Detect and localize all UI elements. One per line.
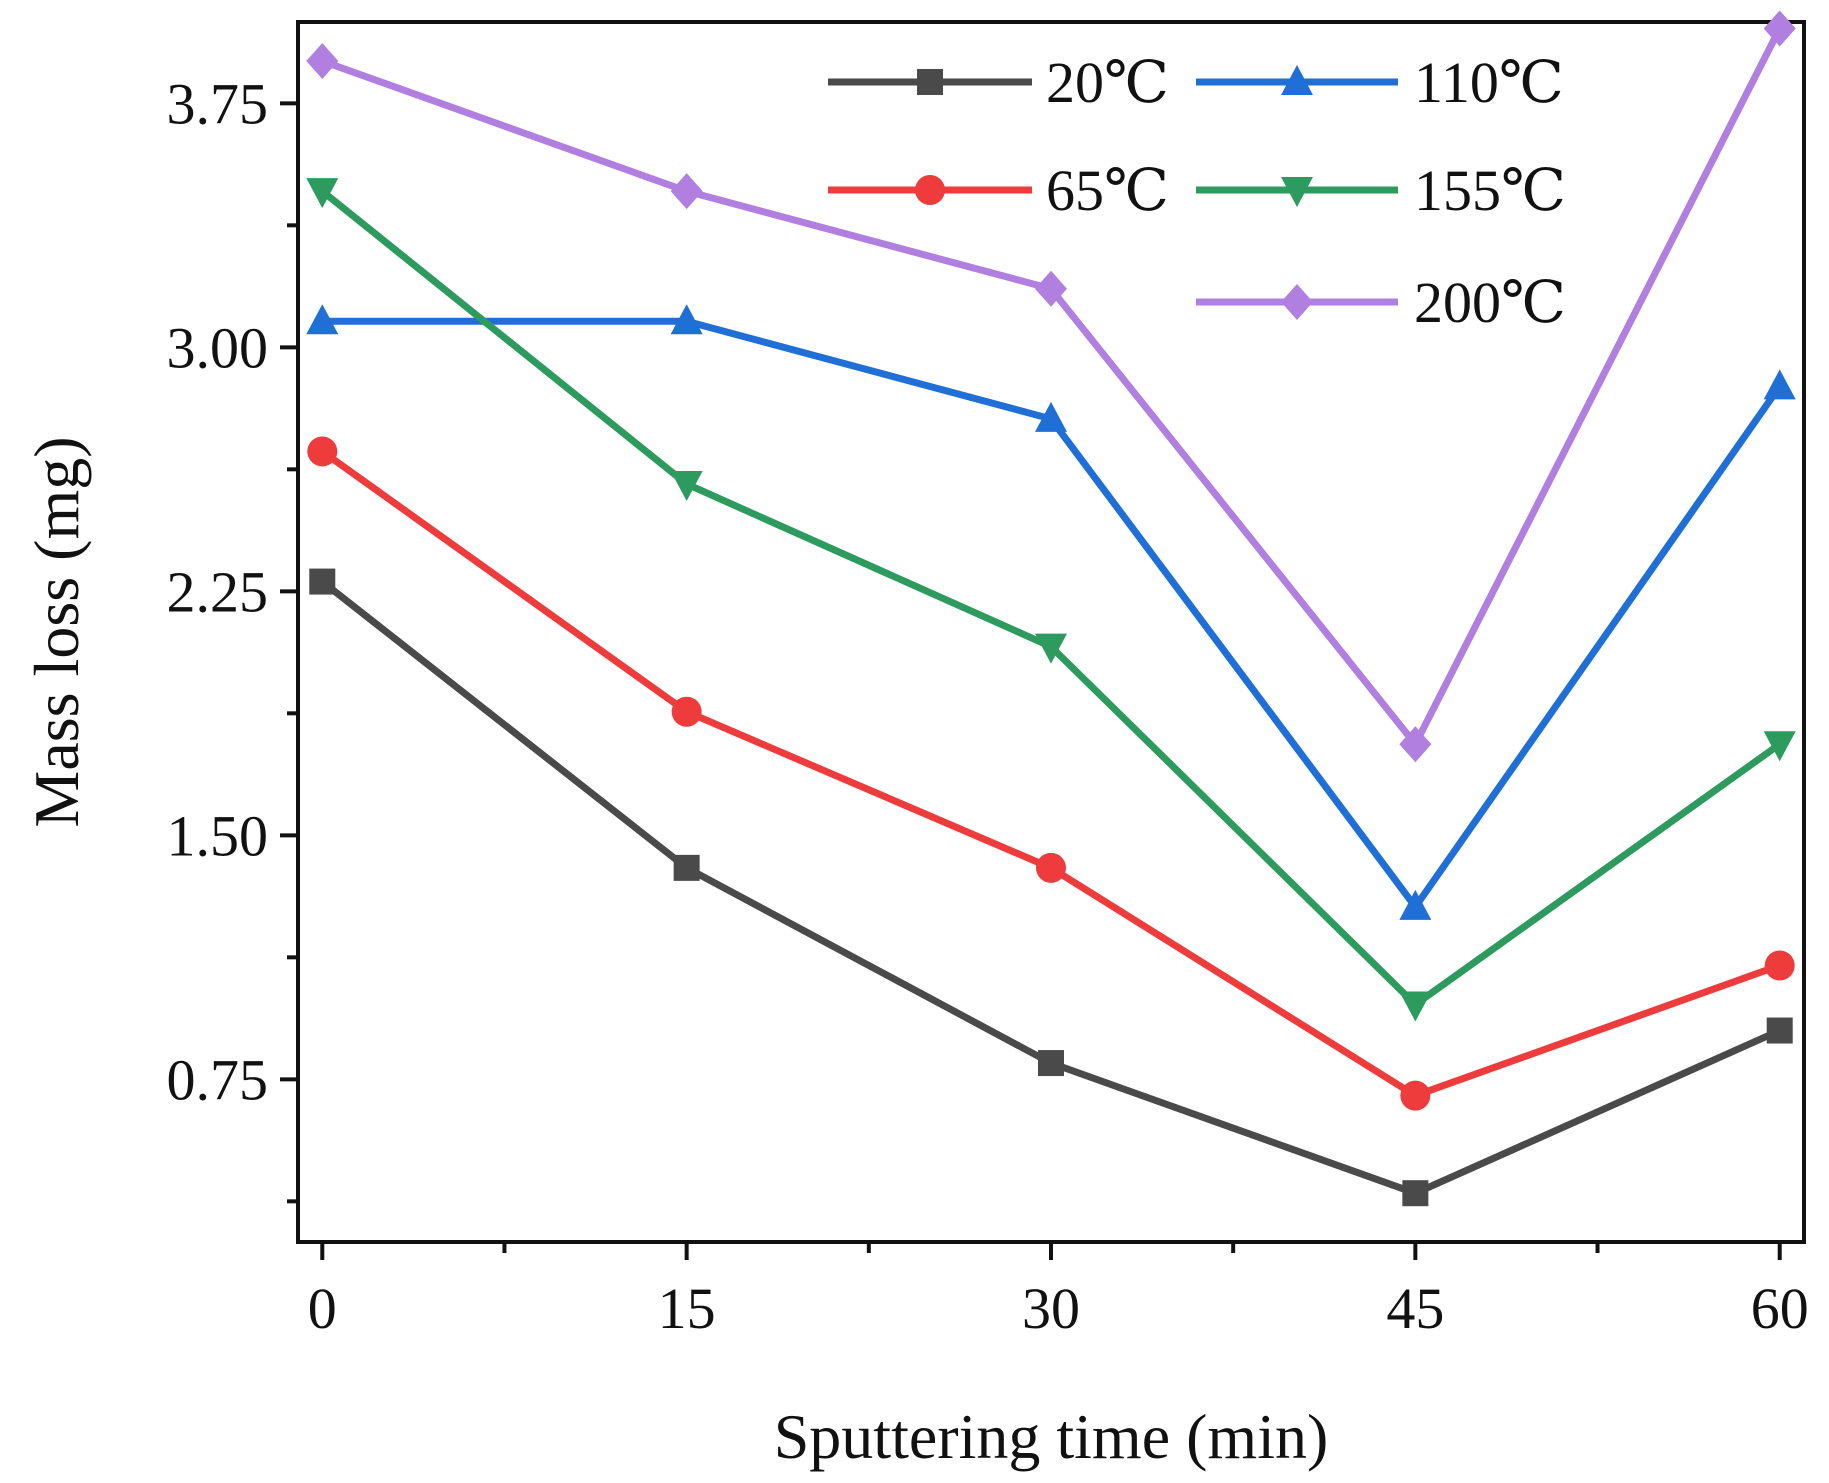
x-tick-label: 45 xyxy=(1386,1276,1444,1341)
data-point xyxy=(306,43,339,80)
data-point xyxy=(306,178,339,209)
data-point xyxy=(1764,950,1795,981)
x-tick-label: 0 xyxy=(308,1276,337,1341)
y-tick-label: 1.50 xyxy=(167,803,269,868)
data-point xyxy=(1763,731,1796,762)
data-point xyxy=(1763,10,1796,47)
legend-entry: 20℃ xyxy=(828,50,1169,115)
series-line xyxy=(320,448,1781,1100)
series-3 xyxy=(306,178,1796,1022)
x-tick-label: 15 xyxy=(658,1276,716,1341)
data-point xyxy=(673,854,700,881)
legend-entry: 110℃ xyxy=(1196,50,1564,115)
data-point xyxy=(1766,1017,1793,1044)
legend-marker xyxy=(915,175,945,205)
series-4 xyxy=(306,10,1796,763)
legend-entry: 65℃ xyxy=(828,158,1169,223)
data-point xyxy=(1402,1180,1429,1207)
y-tick-label: 3.00 xyxy=(167,315,269,380)
data-point xyxy=(1399,726,1432,763)
y-tick-label: 0.75 xyxy=(167,1047,269,1112)
x-axis-title: Sputtering time (min) xyxy=(774,1401,1329,1472)
data-point xyxy=(670,173,703,210)
data-point xyxy=(309,568,336,595)
legend-label: 65℃ xyxy=(1046,158,1169,223)
data-point xyxy=(1035,401,1067,432)
legend-entry: 155℃ xyxy=(1196,158,1566,223)
legend-label: 110℃ xyxy=(1414,50,1564,115)
data-point xyxy=(1038,1050,1064,1077)
y-tick-label: 2.25 xyxy=(167,559,269,624)
data-point xyxy=(671,696,702,727)
legend-label: 155℃ xyxy=(1414,158,1566,223)
x-tick-label: 60 xyxy=(1751,1276,1809,1341)
y-tick-label: 3.75 xyxy=(167,71,269,136)
data-point xyxy=(1399,889,1432,920)
data-point xyxy=(1035,633,1067,664)
legend-label: 20℃ xyxy=(1046,50,1169,115)
legend-label: 200℃ xyxy=(1414,270,1566,335)
data-point xyxy=(307,436,338,467)
legend-marker xyxy=(1281,177,1313,207)
data-point xyxy=(1035,270,1067,307)
data-point xyxy=(670,470,703,501)
legend-entry: 200℃ xyxy=(1196,270,1566,335)
axes: 0 15 30 45 60 0.75 1.50 2.25 3.00 3.75 xyxy=(167,71,1809,1341)
series-1 xyxy=(307,436,1795,1111)
data-point xyxy=(306,304,339,335)
series-lines xyxy=(306,10,1796,1207)
series-0 xyxy=(309,568,1793,1207)
data-point xyxy=(1763,369,1796,400)
legend: 20℃ 65℃ 110℃ 155℃ 200℃ xyxy=(828,50,1566,335)
data-point xyxy=(670,304,703,335)
data-point xyxy=(1036,852,1066,883)
y-axis-title: Mass loss (mg) xyxy=(21,436,92,827)
x-tick-label: 30 xyxy=(1022,1276,1080,1341)
data-point xyxy=(1399,991,1432,1022)
legend-marker xyxy=(917,69,943,95)
data-point xyxy=(1400,1080,1431,1111)
series-line xyxy=(320,578,1782,1197)
legend-marker xyxy=(1281,284,1313,320)
series-2 xyxy=(306,304,1796,920)
legend-marker xyxy=(1281,65,1313,95)
